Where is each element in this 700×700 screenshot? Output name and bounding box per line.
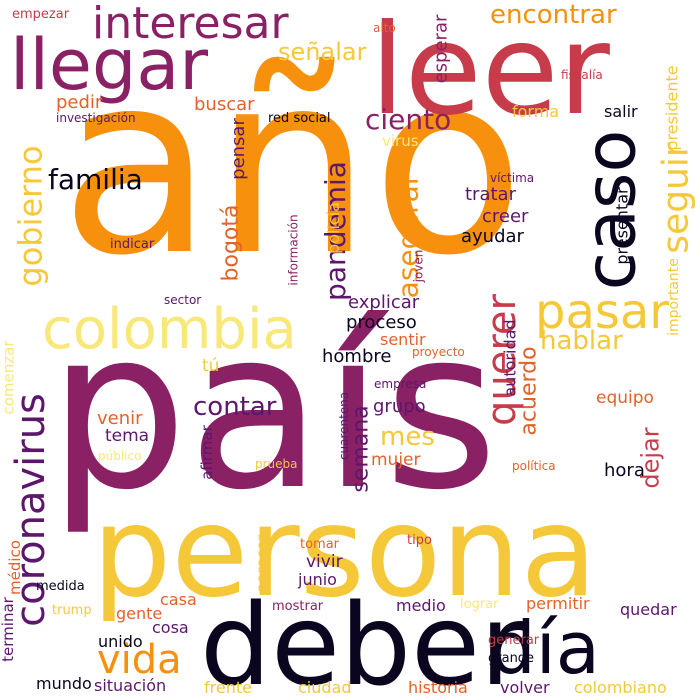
word-prueba: prueba: [255, 457, 298, 471]
word-empezar: empezar: [12, 7, 70, 22]
word-situacion: situación: [94, 676, 167, 695]
word-proceso: proceso: [346, 312, 417, 333]
word-forma: forma: [512, 102, 560, 121]
word-tema: tema: [105, 426, 150, 446]
word-joven: joven: [411, 249, 426, 283]
word-afirmar: afirmar: [197, 425, 216, 480]
word-historia: historia: [408, 678, 468, 697]
word-encontrar: encontrar: [490, 0, 617, 30]
word-presentar: presentar: [612, 187, 632, 265]
word-mostrar: mostrar: [272, 599, 324, 614]
word-ciudad: ciudad: [298, 678, 352, 697]
word-sentir: sentir: [380, 330, 426, 349]
word-terminar: terminar: [0, 597, 17, 662]
word-volver: volver: [500, 678, 550, 697]
word-bogota: bogotá: [218, 204, 244, 282]
word-medio: medio: [396, 596, 446, 615]
word-tu: tú: [202, 356, 220, 376]
word-virus: virus: [382, 132, 419, 150]
word-casa: casa: [160, 590, 197, 609]
word-medico: médico: [5, 540, 24, 595]
word-frente: frente: [204, 678, 252, 697]
word-ano: año: [60, 19, 525, 310]
word-vida: vida: [97, 637, 182, 683]
word-mundo: mundo: [36, 674, 92, 693]
word-policia: policía: [323, 202, 343, 254]
word-autoridad: autoridad: [500, 319, 520, 397]
word-senalar: señalar: [278, 38, 367, 66]
word-unido: unido: [98, 632, 143, 651]
word-gente: gente: [116, 604, 163, 623]
word-buscar: buscar: [194, 94, 255, 115]
word-colombia: colombia: [42, 297, 297, 362]
word-generar: generar: [488, 633, 540, 648]
word-acuerdo: acuerdo: [516, 346, 542, 436]
word-hombre: hombre: [322, 346, 392, 367]
word-lograr: lograr: [460, 597, 499, 612]
word-informacion: información: [286, 214, 301, 286]
word-hora: hora: [604, 460, 645, 481]
word-alto: alto: [373, 21, 396, 35]
word-mes: mes: [380, 422, 435, 452]
word-trump: trump: [52, 603, 92, 618]
word-venir: venir: [97, 408, 143, 429]
word-publico: público: [98, 449, 142, 463]
word-ayudar: ayudar: [461, 226, 524, 247]
word-pasar: pasar: [535, 284, 670, 340]
word-tipo: tipo: [407, 533, 432, 548]
word-cuarentena: cuarentena: [337, 391, 352, 461]
word-importante: importante: [665, 258, 682, 336]
word-mujer: mujer: [371, 450, 421, 470]
word-semana: semana: [348, 405, 374, 493]
word-presidente: presidente: [662, 65, 682, 151]
word-sector: sector: [164, 293, 202, 307]
word-empresa: empresa: [374, 377, 427, 391]
word-interesar: interesar: [92, 0, 289, 49]
word-investigacion: investigación: [56, 111, 136, 125]
word-seguir: seguir: [655, 142, 697, 254]
word-leer: leer: [370, 0, 610, 143]
word-equipo: equipo: [596, 388, 654, 408]
word-persona: persona: [92, 480, 598, 625]
word-proyecto: proyecto: [412, 345, 465, 359]
word-vivir: vivir: [306, 552, 343, 572]
word-indicar: indicar: [110, 237, 155, 252]
word-red-social: red social: [268, 111, 331, 126]
word-tomar: tomar: [300, 537, 340, 552]
word-pensar: pensar: [227, 118, 249, 180]
word-creer: creer: [482, 206, 529, 227]
word-deber: deber: [200, 581, 527, 700]
word-esperar: esperar: [430, 14, 452, 84]
word-contar: contar: [193, 392, 277, 422]
word-colombiano: colombiano: [574, 678, 667, 697]
word-comenzar: comenzar: [0, 340, 18, 415]
word-dia: día: [490, 606, 600, 690]
word-victima: víctima: [490, 171, 535, 185]
word-explicar: explicar: [348, 292, 420, 313]
word-pais: país: [48, 282, 499, 538]
word-ciento: ciento: [365, 103, 452, 136]
word-junio: junio: [298, 570, 337, 589]
word-tratar: tratar: [465, 184, 516, 205]
word-caso: caso: [569, 129, 652, 291]
word-grande: grande: [488, 651, 535, 666]
word-hablar: hablar: [540, 326, 623, 356]
word-salir: salir: [604, 102, 638, 121]
word-cosa: cosa: [152, 618, 189, 637]
word-fiscalia: fiscalía: [561, 68, 603, 82]
word-parecer: parecer: [253, 534, 272, 593]
word-gobierno: gobierno: [11, 145, 50, 287]
word-pedir: pedir: [56, 92, 103, 113]
word-llegar: llegar: [10, 24, 209, 106]
word-quedar: quedar: [620, 600, 677, 619]
word-grupo: grupo: [373, 396, 426, 417]
word-familia: familia: [48, 163, 143, 196]
word-politica: política: [512, 459, 556, 473]
word-permitir: permitir: [526, 594, 590, 613]
word-medida: medida: [36, 579, 85, 594]
